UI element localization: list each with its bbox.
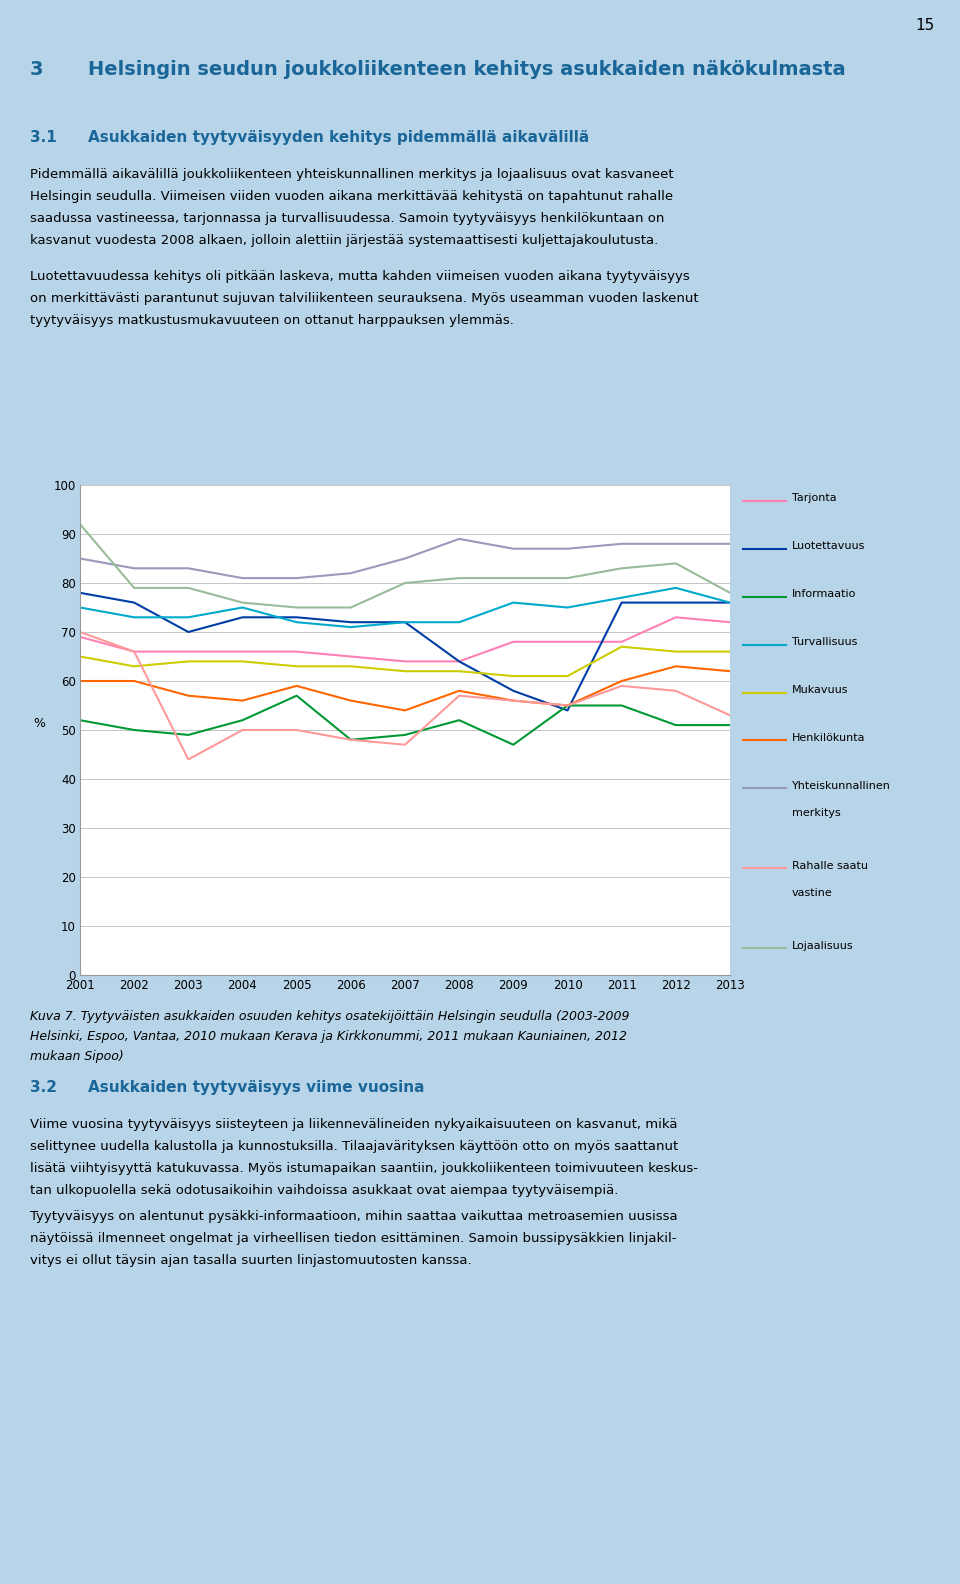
Text: mukaan Sipoo): mukaan Sipoo) <box>30 1050 124 1063</box>
Text: vitys ei ollut täysin ajan tasalla suurten linjastomuutosten kanssa.: vitys ei ollut täysin ajan tasalla suurt… <box>30 1255 471 1267</box>
Text: selittynee uudella kalustolla ja kunnostuksilla. Tilaajavärityksen käyttöön otto: selittynee uudella kalustolla ja kunnost… <box>30 1140 679 1153</box>
Text: Helsingin seudun joukkoliikenteen kehitys asukkaiden näkökulmasta: Helsingin seudun joukkoliikenteen kehity… <box>88 60 846 79</box>
Text: Henkilökunta: Henkilökunta <box>792 733 866 743</box>
Text: lisätä viihtyisyyttä katukuvassa. Myös istumapaikan saantiin, joukkoliikenteen t: lisätä viihtyisyyttä katukuvassa. Myös i… <box>30 1163 698 1175</box>
Text: 3.2: 3.2 <box>30 1080 57 1095</box>
Text: Tarjonta: Tarjonta <box>792 494 836 504</box>
Text: tan ulkopuolella sekä odotusaikoihin vaihdoissa asukkaat ovat aiempaa tyytyväise: tan ulkopuolella sekä odotusaikoihin vai… <box>30 1183 618 1198</box>
Text: vastine: vastine <box>792 889 832 898</box>
Text: 15: 15 <box>916 17 935 33</box>
Text: Yhteiskunnallinen: Yhteiskunnallinen <box>792 781 891 790</box>
Text: Pidemmällä aikavälillä joukkoliikenteen yhteiskunnallinen merkitys ja lojaalisuu: Pidemmällä aikavälillä joukkoliikenteen … <box>30 168 674 181</box>
Text: 3: 3 <box>30 60 43 79</box>
Text: Luotettavuus: Luotettavuus <box>792 542 865 551</box>
Text: Mukavuus: Mukavuus <box>792 686 849 695</box>
Text: Lojaalisuus: Lojaalisuus <box>792 941 853 950</box>
Text: kasvanut vuodesta 2008 alkaen, jolloin alettiin järjestää systemaattisesti kulje: kasvanut vuodesta 2008 alkaen, jolloin a… <box>30 234 659 247</box>
Text: on merkittävästi parantunut sujuvan talviliikenteen seurauksena. Myös useamman v: on merkittävästi parantunut sujuvan talv… <box>30 291 699 306</box>
Text: Informaatio: Informaatio <box>792 589 856 599</box>
Text: saadussa vastineessa, tarjonnassa ja turvallisuudessa. Samoin tyytyväisyys henki: saadussa vastineessa, tarjonnassa ja tur… <box>30 212 664 225</box>
Text: Turvallisuus: Turvallisuus <box>792 637 857 648</box>
Text: Asukkaiden tyytyväisyyden kehitys pidemmällä aikavälillä: Asukkaiden tyytyväisyyden kehitys pidemm… <box>88 130 589 146</box>
Text: Tyytyväisyys on alentunut pysäkki-informaatioon, mihin saattaa vaikuttaa metroas: Tyytyväisyys on alentunut pysäkki-inform… <box>30 1210 678 1223</box>
Text: Viime vuosina tyytyväisyys siisteyteen ja liikennevälineiden nykyaikaisuuteen on: Viime vuosina tyytyväisyys siisteyteen j… <box>30 1118 678 1131</box>
Text: tyytyväisyys matkustusmukavuuteen on ottanut harppauksen ylemmäs.: tyytyväisyys matkustusmukavuuteen on ott… <box>30 314 514 326</box>
Text: Asukkaiden tyytyväisyys viime vuosina: Asukkaiden tyytyväisyys viime vuosina <box>88 1080 424 1095</box>
Text: 3.1: 3.1 <box>30 130 57 146</box>
Text: merkitys: merkitys <box>792 808 841 817</box>
Text: Helsingin seudulla. Viimeisen viiden vuoden aikana merkittävää kehitystä on tapa: Helsingin seudulla. Viimeisen viiden vuo… <box>30 190 673 203</box>
Text: Helsinki, Espoo, Vantaa, 2010 mukaan Kerava ja Kirkkonummi, 2011 mukaan Kauniain: Helsinki, Espoo, Vantaa, 2010 mukaan Ker… <box>30 1030 627 1042</box>
Text: Rahalle saatu: Rahalle saatu <box>792 860 868 871</box>
Text: näytöissä ilmenneet ongelmat ja virheellisen tiedon esittäminen. Samoin bussipys: näytöissä ilmenneet ongelmat ja virheell… <box>30 1232 677 1245</box>
Text: Luotettavuudessa kehitys oli pitkään laskeva, mutta kahden viimeisen vuoden aika: Luotettavuudessa kehitys oli pitkään las… <box>30 269 689 284</box>
Y-axis label: %: % <box>34 718 46 730</box>
Text: Kuva 7. Tyytyväisten asukkaiden osuuden kehitys osatekijöittäin Helsingin seudul: Kuva 7. Tyytyväisten asukkaiden osuuden … <box>30 1011 630 1023</box>
